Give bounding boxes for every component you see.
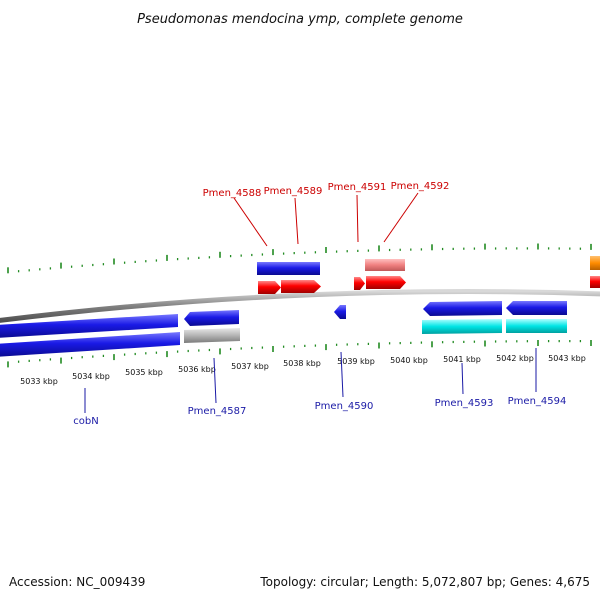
feature-cobN[interactable] bbox=[0, 314, 178, 338]
gene-label-Pmen_4594[interactable]: Pmen_4594 bbox=[508, 396, 567, 407]
kbp-label: 5033 kbp bbox=[20, 377, 58, 386]
kbp-label: 5043 kbp bbox=[548, 354, 586, 363]
accession-text: Accession: NC_009439 bbox=[9, 575, 145, 589]
gene-label-Pmen_4588[interactable]: Pmen_4588 bbox=[203, 188, 262, 199]
feature-Pmen_4591[interactable] bbox=[354, 277, 365, 290]
feature-Pmen_4588-cds[interactable] bbox=[258, 281, 281, 294]
kbp-label: 5035 kbp bbox=[125, 368, 163, 377]
feature-Pmen_4587[interactable] bbox=[184, 310, 239, 326]
feature-cobN-upstream[interactable] bbox=[0, 332, 180, 357]
kbp-label: 5042 kbp bbox=[496, 354, 534, 363]
kbp-label: 5039 kbp bbox=[337, 357, 375, 366]
kbp-label: 5034 kbp bbox=[72, 372, 110, 381]
leader-line bbox=[213, 357, 217, 404]
leader-line bbox=[356, 194, 359, 243]
genome-backbone bbox=[0, 289, 600, 323]
gene-label-Pmen_4593[interactable]: Pmen_4593 bbox=[435, 398, 494, 409]
reverse-strand-features bbox=[0, 301, 567, 357]
kbp-label: 5041 kbp bbox=[443, 355, 481, 364]
kbp-label: 5038 kbp bbox=[283, 359, 321, 368]
feature-Pmen_4594-rna[interactable] bbox=[506, 319, 567, 333]
feature-Pmen_4590[interactable] bbox=[334, 305, 346, 319]
kbp-label: 5037 kbp bbox=[231, 362, 269, 371]
forward-strand-features bbox=[257, 256, 600, 294]
feature-Pmen_4593[interactable] bbox=[423, 301, 502, 316]
feature-Pmen_4592[interactable] bbox=[366, 276, 406, 289]
feature-Pmen_4587-pseudo[interactable] bbox=[184, 328, 240, 343]
feature-Pmen_4588[interactable] bbox=[257, 262, 320, 275]
gene-label-cobN[interactable]: cobN bbox=[73, 416, 98, 427]
feature-edge-highlight[interactable] bbox=[590, 256, 600, 270]
gene-label-Pmen_4590[interactable]: Pmen_4590 bbox=[315, 401, 374, 412]
kbp-label: 5040 kbp bbox=[390, 356, 428, 365]
gene-label-Pmen_4591[interactable]: Pmen_4591 bbox=[328, 182, 387, 193]
kbp-scale: 5033 kbp 5034 kbp 5035 kbp 5036 kbp 5037… bbox=[20, 354, 586, 386]
feature-edge-cds[interactable] bbox=[590, 276, 600, 288]
feature-Pmen_4589[interactable] bbox=[281, 280, 321, 293]
leader-line bbox=[340, 351, 344, 398]
genome-summary-text: Topology: circular; Length: 5,072,807 bp… bbox=[259, 575, 590, 589]
feature-Pmen_4593-rna[interactable] bbox=[422, 319, 502, 334]
gene-label-Pmen_4592[interactable]: Pmen_4592 bbox=[391, 181, 450, 192]
leader-line bbox=[461, 362, 464, 395]
leader-line bbox=[233, 197, 268, 247]
feature-Pmen_4594[interactable] bbox=[506, 301, 567, 315]
gene-label-Pmen_4589[interactable]: Pmen_4589 bbox=[264, 186, 323, 197]
feature-Pmen_4592-rna[interactable] bbox=[365, 259, 405, 271]
leader-line bbox=[294, 197, 299, 245]
reverse-tick-track bbox=[7, 340, 592, 368]
forward-tick-track bbox=[7, 243, 592, 274]
leader-line bbox=[383, 192, 419, 243]
kbp-label: 5036 kbp bbox=[178, 365, 216, 374]
gene-label-Pmen_4587[interactable]: Pmen_4587 bbox=[188, 406, 247, 417]
map-title: Pseudomonas mendocina ymp, complete geno… bbox=[137, 12, 463, 27]
reverse-gene-labels: cobN Pmen_4587 Pmen_4590 Pmen_4593 Pmen_… bbox=[73, 348, 566, 427]
forward-gene-labels: Pmen_4588 Pmen_4589 Pmen_4591 Pmen_4592 bbox=[203, 181, 450, 247]
